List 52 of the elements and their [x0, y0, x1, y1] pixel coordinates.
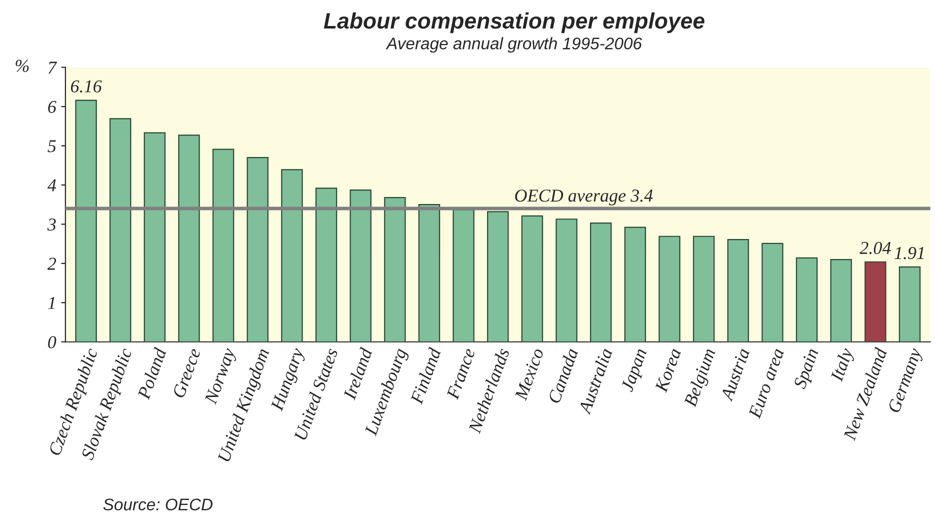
bar [212, 148, 234, 342]
bar [144, 132, 166, 342]
bar [556, 218, 578, 342]
ref-line-label: OECD average 3.4 [515, 190, 653, 206]
bar [315, 188, 338, 342]
bar [384, 196, 406, 342]
bar [590, 222, 612, 342]
x-tick-label: Spain [793, 348, 822, 391]
x-tick-label: Finland [410, 346, 442, 405]
bar [246, 156, 268, 342]
bar [898, 266, 921, 342]
bar [452, 209, 474, 342]
x-tick-label: Mexico [514, 347, 544, 402]
bar [110, 118, 132, 342]
bar [624, 226, 646, 342]
x-tick-label: Korea [654, 348, 682, 394]
data-label: 2.04 [860, 242, 891, 254]
bar [521, 215, 544, 342]
bar [178, 134, 200, 342]
x-tick-label: Canada [547, 347, 578, 404]
x-tick-label: Italy [830, 346, 857, 384]
bar [796, 257, 818, 342]
bar [762, 242, 784, 342]
x-tick-label: Japan [620, 348, 650, 394]
y-axis-title: % [16, 60, 29, 72]
x-tick-label: Poland [136, 346, 167, 400]
bar [692, 236, 715, 342]
data-label: 6.16 [70, 80, 102, 93]
y-tick-label: 5 [48, 140, 56, 152]
y-tick-label: 2 [47, 258, 56, 270]
y-tick-label: 4 [47, 179, 56, 192]
y-tick-label: 3 [47, 218, 56, 231]
bar [658, 236, 680, 342]
bar [864, 261, 886, 342]
source-note: Source: OECD [103, 498, 213, 510]
bar [830, 258, 852, 342]
y-tick-label: 6 [48, 100, 56, 113]
data-label: 1.91 [894, 247, 924, 260]
bar [487, 211, 509, 342]
bar [281, 169, 303, 342]
y-tick-label: 1 [48, 297, 54, 309]
bar [75, 100, 97, 342]
chart-title: Labour compensation per employee [324, 12, 704, 34]
bar [418, 204, 440, 342]
bar [727, 238, 749, 342]
x-tick-label: Austria [720, 348, 750, 402]
y-tick-label: 0 [48, 336, 56, 348]
y-tick-label: 7 [48, 62, 58, 74]
bar [350, 190, 372, 342]
chart-subtitle: Average annual growth 1995-2006 [386, 37, 642, 53]
x-tick-label: Greece [172, 347, 201, 398]
x-tick-label: Euro area [748, 348, 784, 420]
